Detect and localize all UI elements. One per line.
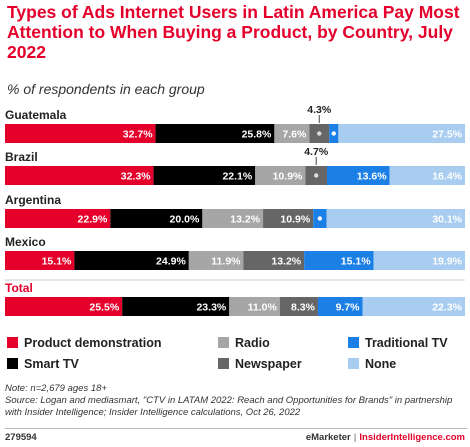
bar-argentina-product-demonstration bbox=[5, 209, 111, 228]
chart-title: Types of Ads Internet Users in Latin Ame… bbox=[7, 2, 460, 62]
bar-brazil-none bbox=[389, 166, 465, 185]
bar-guatemala-smart-tv bbox=[155, 124, 275, 143]
marker-guatemala-newspaper bbox=[317, 131, 322, 136]
insider-intelligence-link[interactable]: InsiderIntelligence.com bbox=[359, 432, 465, 443]
legend-swatch-radio bbox=[218, 337, 229, 348]
value-label-argentina-none: 30.1% bbox=[432, 214, 462, 226]
legend-label-newspaper: Newspaper bbox=[235, 357, 302, 371]
value-label-guatemala-radio: 7.6% bbox=[282, 129, 307, 141]
value-label-brazil-newspaper: 4.7% bbox=[304, 146, 329, 158]
stacked-bar-chart: Guatemala32.7%25.8%7.6%4.3%2.0%27.5%Braz… bbox=[5, 104, 465, 371]
value-label-argentina-radio: 13.2% bbox=[230, 214, 260, 226]
value-label-mexico-radio: 11.9% bbox=[211, 256, 241, 268]
emarketer-logo: eMarketer bbox=[305, 432, 351, 443]
value-label-brazil-radio: 10.9% bbox=[273, 171, 303, 183]
bar-mexico-radio bbox=[188, 251, 244, 270]
bar-mexico-product-demonstration bbox=[5, 251, 75, 270]
category-label-mexico: Mexico bbox=[5, 235, 46, 249]
category-label-brazil: Brazil bbox=[5, 150, 38, 164]
value-label-total-none: 22.3% bbox=[432, 302, 462, 314]
bar-mexico-newspaper bbox=[243, 251, 305, 270]
chart-subtitle: % of respondents in each group bbox=[7, 81, 205, 97]
footer-divider bbox=[5, 428, 467, 429]
legend-label-product-demonstration: Product demonstration bbox=[24, 336, 162, 350]
value-label-total-smart-tv: 23.3% bbox=[196, 302, 226, 314]
value-label-guatemala-newspaper: 4.3% bbox=[307, 104, 332, 116]
legend-label-smart-tv: Smart TV bbox=[24, 357, 80, 371]
legend-label-traditional-tv: Traditional TV bbox=[365, 336, 448, 350]
marker-guatemala-traditional-tv bbox=[331, 131, 336, 136]
value-label-mexico-product-demonstration: 15.1% bbox=[42, 256, 72, 268]
legend-swatch-none bbox=[348, 358, 359, 369]
value-label-mexico-none: 19.9% bbox=[432, 256, 462, 268]
bar-mexico-none bbox=[373, 251, 465, 270]
bar-mexico-traditional-tv bbox=[304, 251, 374, 270]
value-label-guatemala-none: 27.5% bbox=[432, 129, 462, 141]
category-label-argentina: Argentina bbox=[5, 193, 61, 207]
value-label-total-product-demonstration: 25.5% bbox=[89, 302, 119, 314]
bar-brazil-product-demonstration bbox=[5, 166, 154, 185]
value-label-total-newspaper: 8.3% bbox=[291, 302, 316, 314]
category-label-total: Total bbox=[5, 281, 33, 295]
bar-guatemala-radio bbox=[274, 124, 310, 143]
bar-total-none bbox=[362, 297, 465, 316]
bar-argentina-smart-tv bbox=[110, 209, 203, 228]
bar-brazil-radio bbox=[255, 166, 306, 185]
bar-guatemala-product-demonstration bbox=[5, 124, 156, 143]
bar-mexico-smart-tv bbox=[74, 251, 189, 270]
value-label-argentina-smart-tv: 20.0% bbox=[170, 214, 200, 226]
bar-argentina-newspaper bbox=[263, 209, 314, 228]
marker-brazil-newspaper bbox=[313, 173, 319, 178]
value-label-argentina-product-demonstration: 22.9% bbox=[78, 214, 108, 226]
category-label-guatemala: Guatemala bbox=[5, 108, 67, 122]
legend-swatch-newspaper bbox=[218, 358, 229, 369]
bar-guatemala-none bbox=[338, 124, 465, 143]
value-label-mexico-newspaper: 13.2% bbox=[271, 256, 301, 268]
value-label-brazil-smart-tv: 22.1% bbox=[222, 171, 252, 183]
footnote-source: Source: Logan and mediasmart, "CTV in LA… bbox=[5, 395, 453, 418]
value-label-total-traditional-tv: 9.7% bbox=[336, 302, 361, 314]
footnote: Note: n=2,679 ages 18+ Source: Logan and… bbox=[5, 383, 467, 419]
value-label-mexico-traditional-tv: 15.1% bbox=[341, 256, 371, 268]
value-label-brazil-traditional-tv: 13.6% bbox=[357, 171, 387, 183]
value-label-guatemala-product-demonstration: 32.7% bbox=[123, 129, 153, 141]
legend-swatch-product-demonstration bbox=[7, 337, 18, 348]
value-label-brazil-product-demonstration: 32.3% bbox=[121, 171, 151, 183]
bar-total-smart-tv bbox=[122, 297, 230, 316]
legend-label-radio: Radio bbox=[235, 336, 270, 350]
bar-total-product-demonstration bbox=[5, 297, 123, 316]
bar-brazil-traditional-tv bbox=[327, 166, 390, 185]
bar-argentina-none bbox=[326, 209, 465, 228]
chart-id: 279594 bbox=[5, 432, 37, 443]
bar-total-radio bbox=[229, 297, 280, 316]
footnote-note: Note: n=2,679 ages 18+ bbox=[5, 383, 107, 394]
value-label-argentina-newspaper: 10.9% bbox=[280, 214, 310, 226]
value-label-guatemala-smart-tv: 25.8% bbox=[242, 129, 272, 141]
bar-total-newspaper bbox=[279, 297, 318, 316]
value-label-mexico-smart-tv: 24.9% bbox=[156, 256, 186, 268]
legend-swatch-smart-tv bbox=[7, 358, 18, 369]
legend-label-none: None bbox=[365, 357, 396, 371]
value-label-total-radio: 11.0% bbox=[248, 302, 278, 314]
footer-separator: | bbox=[353, 432, 357, 443]
bar-total-traditional-tv bbox=[317, 297, 363, 316]
bar-argentina-radio bbox=[202, 209, 264, 228]
marker-argentina-traditional-tv bbox=[317, 216, 323, 221]
footer-brand: eMarketer | InsiderIntelligence.com bbox=[306, 432, 465, 443]
value-label-brazil-none: 16.4% bbox=[432, 171, 462, 183]
bar-brazil-smart-tv bbox=[153, 166, 256, 185]
legend-swatch-traditional-tv bbox=[348, 337, 359, 348]
